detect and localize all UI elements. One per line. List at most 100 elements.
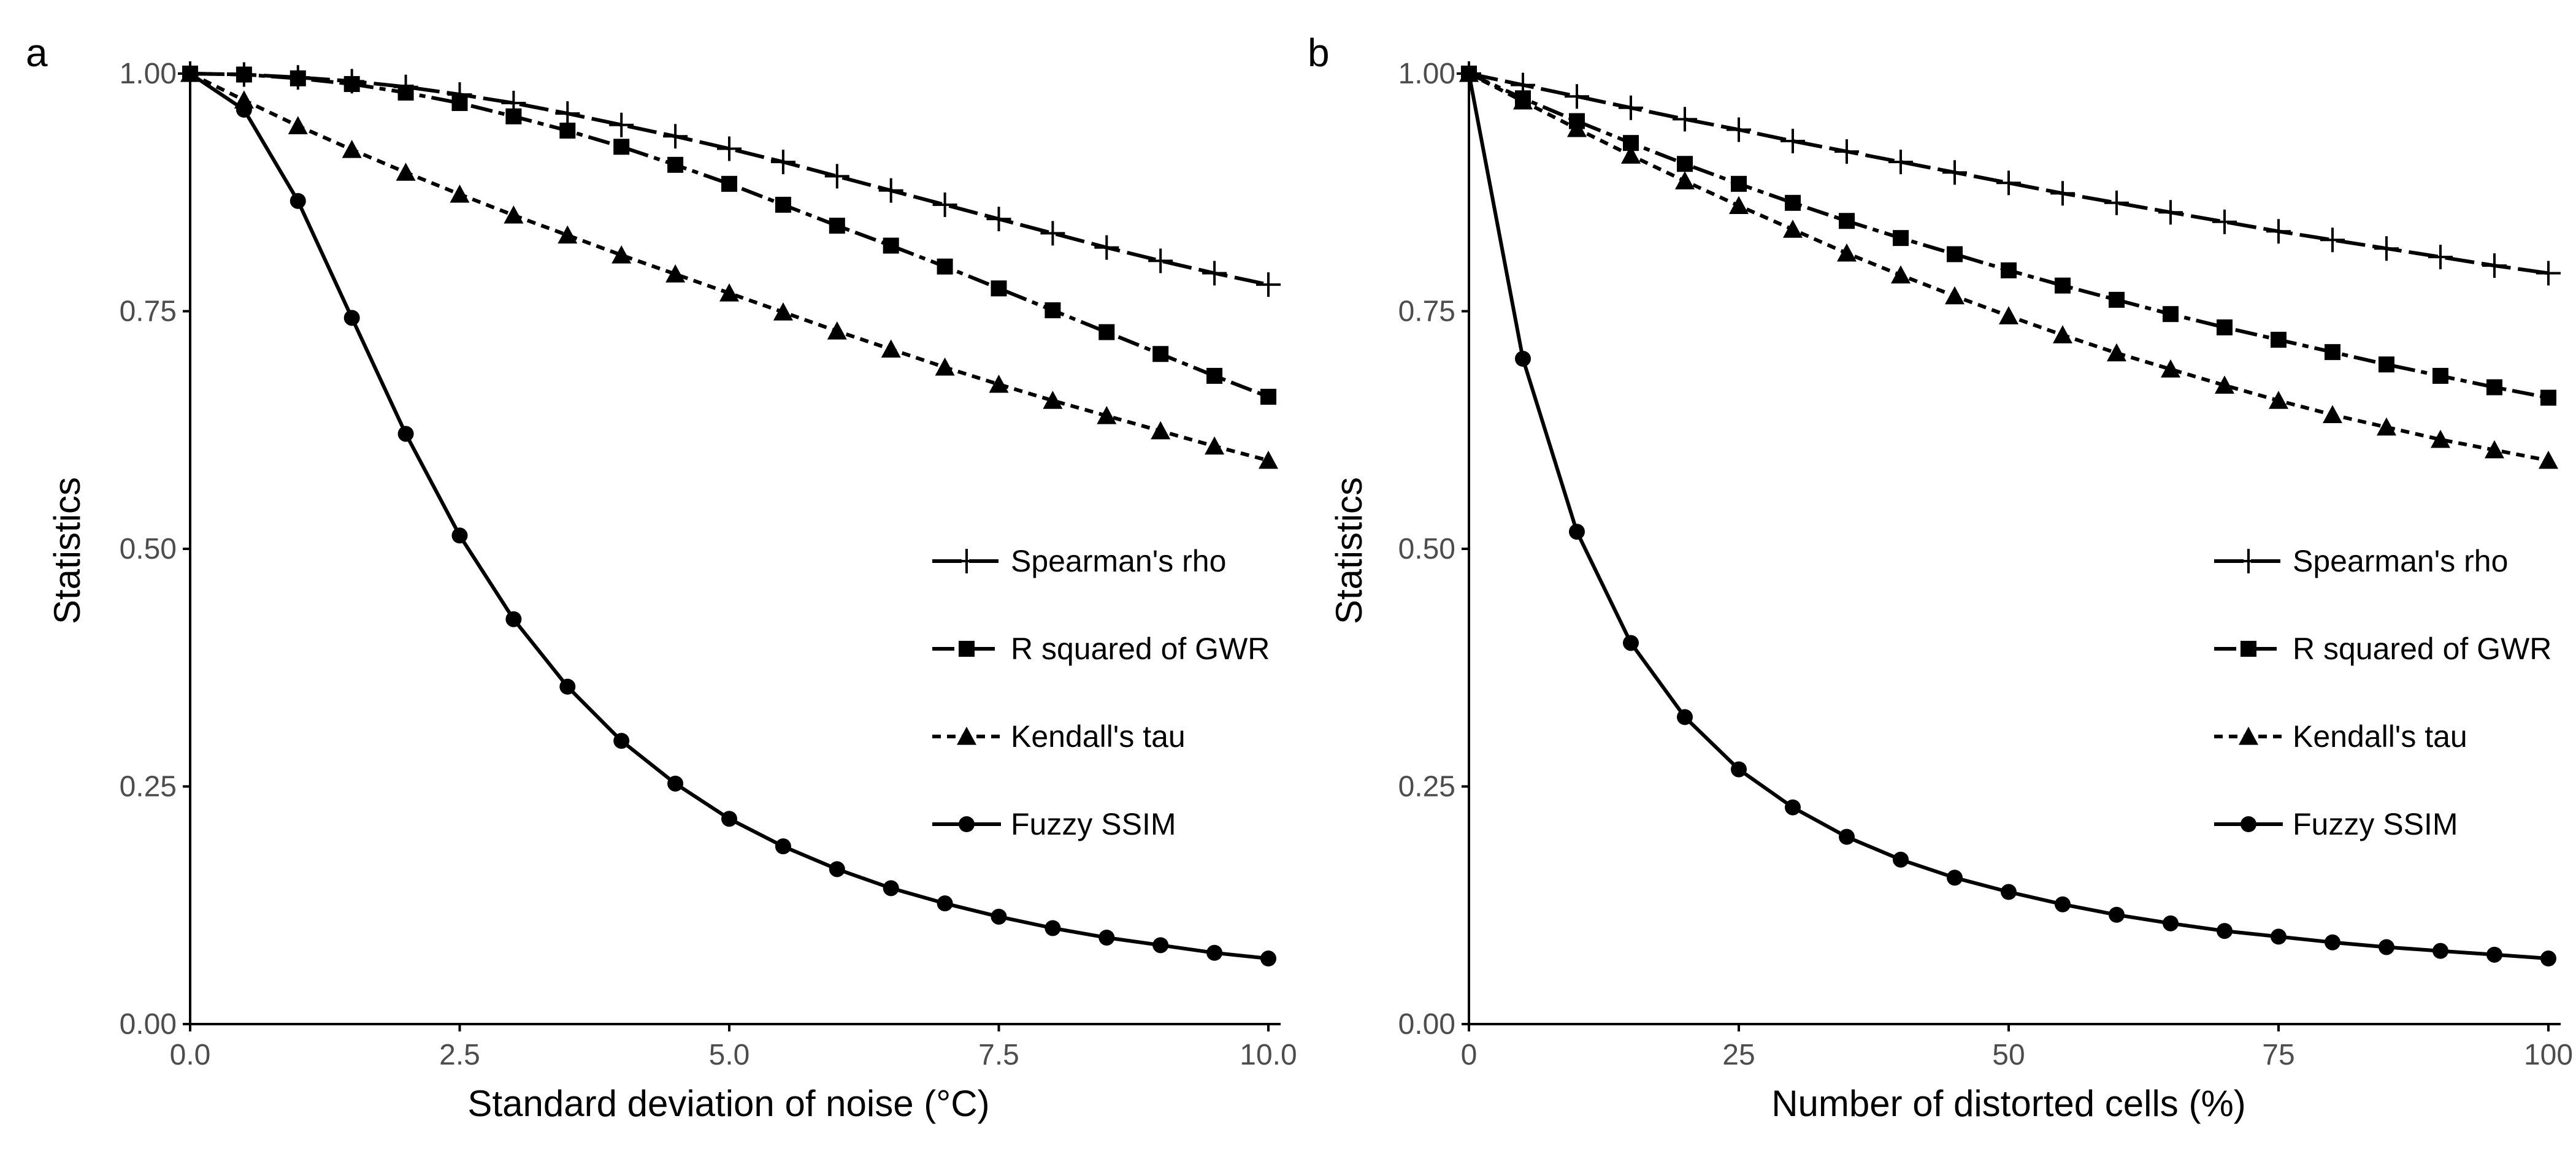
panel-b-data-point-kendall-s-tau [1999, 306, 2018, 324]
panel-b-data-point-spearman-s-rho [2050, 181, 2075, 206]
panel-b-data-point-r-squared-of-gwr [2163, 306, 2179, 323]
panel-b-data-point-kendall-s-tau [1513, 91, 1533, 110]
panel-a-data-point-kendall-s-tau [611, 245, 632, 264]
panel-a-x-tick-label: 7.5 [978, 1039, 1019, 1071]
panel-b-data-point-kendall-s-tau [1675, 171, 1695, 189]
panel-b-label: b [1308, 31, 1330, 75]
panel-b-legend-entry-r-squared-of-gwr: R squared of GWR [2214, 632, 2551, 666]
panel-a-data-point-r-squared-of-gwr [1260, 389, 1276, 405]
panel-b-data-point-spearman-s-rho [2428, 245, 2453, 270]
panel-a-data-point-kendall-s-tau [558, 225, 578, 244]
panel-b-data-point-spearman-s-rho [2482, 253, 2507, 278]
panel-b-data-point-spearman-s-rho [2212, 209, 2237, 234]
panel-b-data-point-kendall-s-tau [1891, 265, 1911, 284]
panel-b-x-axis-title: Number of distorted cells (%) [1771, 1083, 2246, 1124]
panel-a-data-point-r-squared-of-gwr [829, 218, 845, 234]
panel-b-data-point-r-squared-of-gwr [2540, 389, 2556, 406]
panel-b-axes: 0.00 0.25 0.50 0.75 1.00 0 25 50 75 100 [1398, 58, 2573, 1071]
panel-a-series-fuzzy-ssim [182, 66, 1276, 967]
panel-b-data-point-spearman-s-rho [1565, 84, 1589, 109]
panel-b-data-point-kendall-s-tau [2107, 343, 2126, 362]
panel-a-data-point-spearman-s-rho [878, 178, 903, 203]
panel-b-legend-label: Fuzzy SSIM [2293, 807, 2458, 841]
panel-a-data-point-spearman-s-rho [1094, 235, 1119, 260]
panel-a-data-point-spearman-s-rho [770, 150, 795, 175]
panel-b-y-tick-label: 0.00 [1398, 1008, 1455, 1041]
panel-a-series-line-r-squared-of-gwr [190, 72, 1270, 399]
panel-a-x-tick-label: 0.0 [170, 1039, 211, 1071]
panel-a-data-point-fuzzy-ssim [991, 908, 1007, 925]
panel-a-data-point-kendall-s-tau [1259, 450, 1278, 469]
panel-b-data-point-fuzzy-ssim [1461, 66, 1477, 82]
panel-a-data-point-r-squared-of-gwr [1098, 324, 1115, 340]
panel-b-data-point-r-squared-of-gwr [2001, 262, 2017, 278]
panel-a-data-point-fuzzy-ssim [182, 66, 198, 82]
panel-a-data-point-fuzzy-ssim [1206, 944, 1223, 961]
panel-b-y-tick-label: 0.25 [1398, 771, 1455, 803]
panel-b-data-point-fuzzy-ssim [2432, 943, 2448, 959]
panel-b-data-point-spearman-s-rho [2374, 236, 2399, 261]
panel-a-data-point-kendall-s-tau [1043, 391, 1063, 409]
panel-a-data-point-spearman-s-rho [1202, 261, 1227, 286]
panel-b-data-point-r-squared-of-gwr [2055, 277, 2071, 294]
panel-b-legend-label: Kendall's tau [2293, 719, 2467, 754]
panel-b-data-point-r-squared-of-gwr [2379, 356, 2394, 373]
panel-b-x-tick-label: 0 [1461, 1039, 1478, 1071]
panel-b-data-point-fuzzy-ssim [2055, 896, 2071, 912]
panel-b-data-point-r-squared-of-gwr [2432, 367, 2448, 384]
panel-a-data-point-r-squared-of-gwr [721, 175, 737, 192]
panel-b-data-point-r-squared-of-gwr [2271, 332, 2287, 348]
panel-a-data-point-r-squared-of-gwr [505, 108, 522, 124]
panel-b-data-point-kendall-s-tau [2539, 450, 2558, 469]
panel-b-data-point-spearman-s-rho [1996, 170, 2021, 196]
panel-b-data-point-r-squared-of-gwr [2486, 379, 2502, 396]
panel-b-legend-entry-spearman-s-rho: Spearman's rho [2214, 544, 2508, 578]
panel-a-data-point-fuzzy-ssim [775, 838, 791, 855]
panel-b-data-point-kendall-s-tau [2269, 391, 2288, 409]
panel-a-data-point-kendall-s-tau [288, 116, 308, 134]
panel-b-data-point-kendall-s-tau [2053, 325, 2072, 343]
panel-b-data-point-kendall-s-tau [1783, 220, 1803, 238]
panel-a-data-point-r-squared-of-gwr [667, 156, 684, 173]
panel-a-label: a [26, 31, 48, 75]
panel-a-data-point-fuzzy-ssim [937, 895, 953, 912]
panel-b-data-point-spearman-s-rho [2266, 219, 2291, 244]
panel-b-x-tick-label: 25 [1722, 1039, 1755, 1071]
panel-a: a Statistics Standard deviation of noise… [26, 31, 1297, 1124]
panel-a-data-point-fuzzy-ssim [1045, 920, 1061, 936]
panel-b: b Statistics Number of distorted cells (… [1308, 31, 2573, 1124]
panel-a-data-point-fuzzy-ssim [721, 811, 737, 827]
panel-b-data-point-r-squared-of-gwr [1893, 230, 1909, 247]
panel-b-data-point-fuzzy-ssim [1677, 709, 1693, 725]
panel-a-y-tick-label: 0.50 [120, 533, 177, 565]
panel-b-data-point-fuzzy-ssim [2271, 928, 2287, 945]
panel-a-data-point-kendall-s-tau [665, 264, 686, 283]
panel-a-data-point-r-squared-of-gwr [775, 196, 791, 213]
panel-b-data-point-fuzzy-ssim [1623, 635, 1639, 651]
panel-a-data-point-fuzzy-ssim [236, 101, 252, 118]
panel-a-data-point-r-squared-of-gwr [883, 237, 899, 254]
panel-b-x-tick-label: 100 [2524, 1039, 2573, 1071]
panel-b-data-point-kendall-s-tau [1945, 286, 1965, 305]
panel-a-data-point-spearman-s-rho [932, 192, 957, 217]
panel-b-data-point-spearman-s-rho [1834, 139, 1859, 164]
panel-a-data-point-fuzzy-ssim [667, 775, 684, 792]
panel-a-data-point-kendall-s-tau [989, 374, 1009, 393]
panel-a-data-point-spearman-s-rho [663, 124, 688, 149]
panel-a-data-point-kendall-s-tau [450, 184, 470, 203]
panel-a-data-point-spearman-s-rho [1040, 221, 1065, 246]
panel-b-data-point-kendall-s-tau [2485, 440, 2504, 459]
panel-a-data-point-spearman-s-rho [824, 164, 849, 189]
panel-a-data-point-kendall-s-tau [1151, 421, 1171, 440]
panel-b-data-point-fuzzy-ssim [2486, 946, 2502, 963]
panel-a-data-point-r-squared-of-gwr [991, 280, 1007, 297]
panel-b-data-point-spearman-s-rho [1888, 150, 1913, 175]
panel-b-series-fuzzy-ssim [1461, 66, 2556, 967]
panel-b-data-point-r-squared-of-gwr [2217, 319, 2233, 335]
panel-a-legend-key-marker [959, 641, 975, 657]
panel-a-legend-label: Kendall's tau [1011, 719, 1186, 754]
panel-a-x-tick-label: 5.0 [709, 1039, 750, 1071]
panel-a-data-point-r-squared-of-gwr [289, 70, 306, 86]
panel-a-data-point-kendall-s-tau [504, 205, 524, 224]
